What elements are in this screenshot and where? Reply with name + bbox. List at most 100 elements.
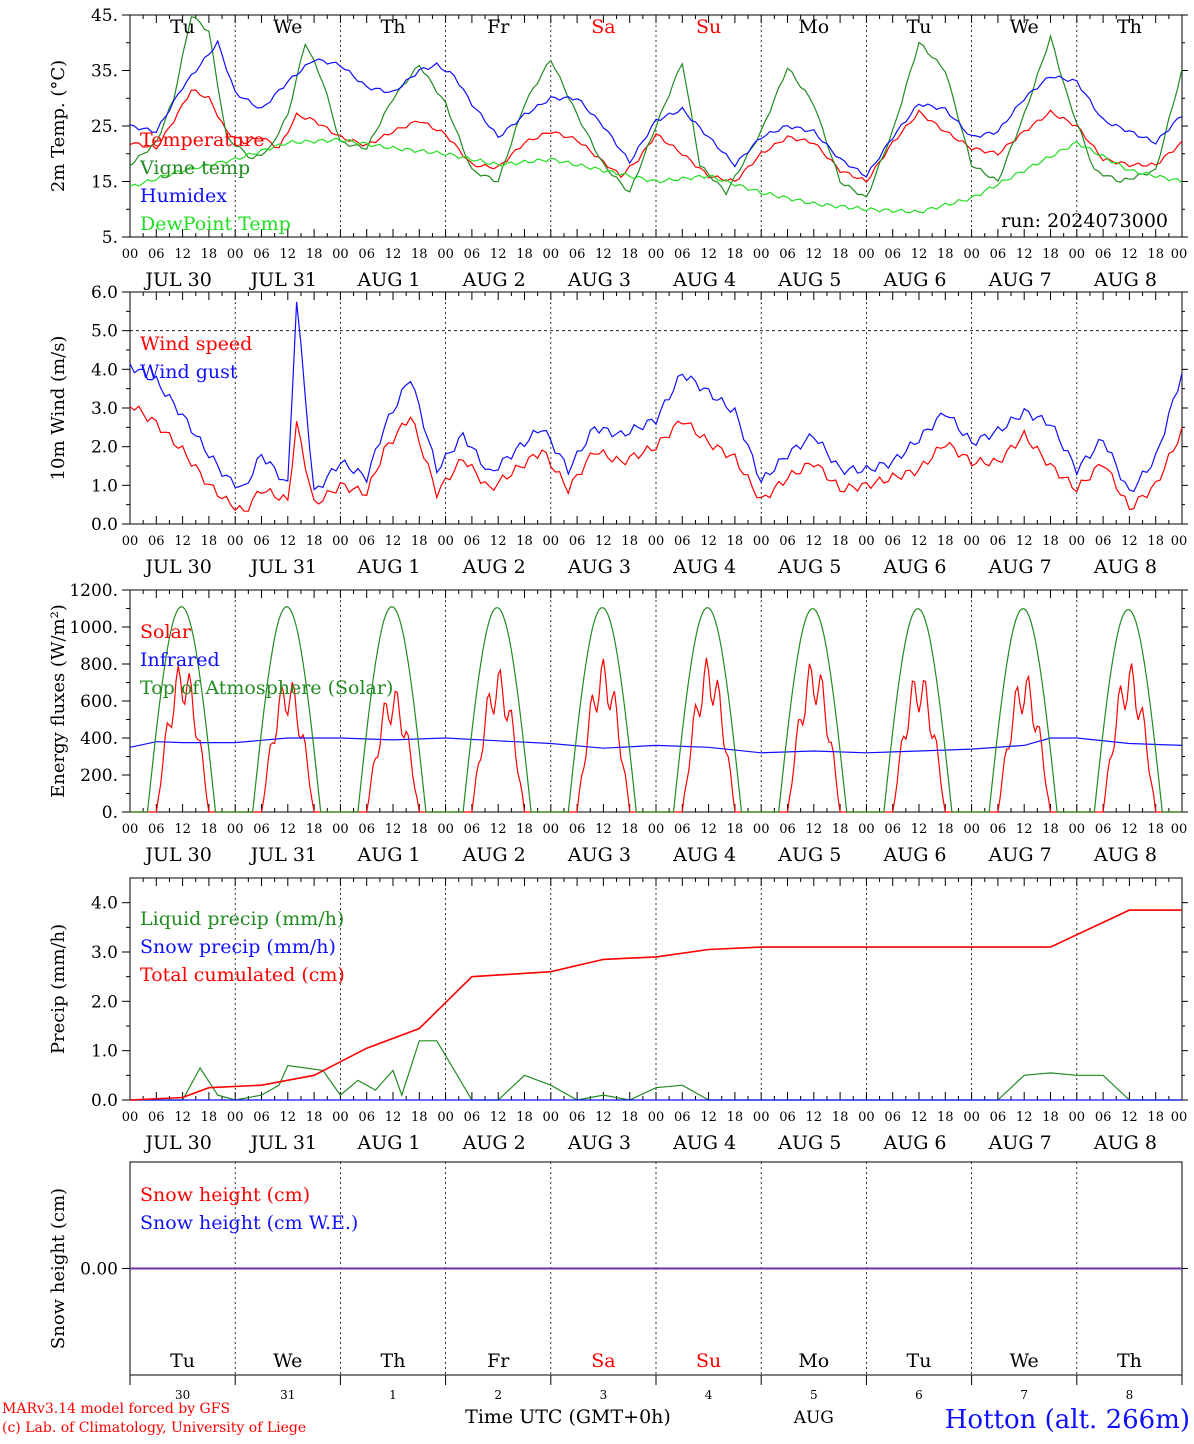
date-label: JUL 31 xyxy=(249,556,317,578)
y-tick-label: 45. xyxy=(91,6,118,26)
weekday-label: Tu xyxy=(170,16,195,38)
hour-tick-label: 00 xyxy=(963,822,980,837)
y-tick-label: 0. xyxy=(102,803,118,823)
y-tick-label: 3.0 xyxy=(91,943,118,963)
y-axis-label: 2m Temp. (°C) xyxy=(48,60,69,192)
date-label: JUL 30 xyxy=(143,269,211,291)
hour-tick-label: 00 xyxy=(543,1110,560,1125)
month-label: AUG xyxy=(793,1408,834,1428)
hour-tick-label: 12 xyxy=(280,534,297,549)
hour-tick-label: 12 xyxy=(1016,822,1033,837)
hour-tick-label: 00 xyxy=(227,1110,244,1125)
hour-tick-label: 12 xyxy=(1016,247,1033,262)
legend-entry-snow-precip-mm-h: Snow precip (mm/h) xyxy=(140,936,336,958)
y-tick-label: 4.0 xyxy=(91,360,118,380)
hour-tick-label: 18 xyxy=(1042,822,1059,837)
hour-tick-label: 00 xyxy=(1171,534,1188,549)
hour-tick-label: 06 xyxy=(253,247,270,262)
date-label: AUG 7 xyxy=(988,844,1052,866)
hour-tick-label: 18 xyxy=(516,1110,533,1125)
hour-tick-label: 00 xyxy=(332,534,349,549)
hour-tick-label: 06 xyxy=(884,534,901,549)
hour-tick-label: 06 xyxy=(674,247,691,262)
hour-tick-label: 12 xyxy=(174,247,191,262)
hour-tick-label: 06 xyxy=(779,534,796,549)
lab-credit: (c) Lab. of Climatology, University of L… xyxy=(2,1420,307,1436)
hour-tick-label: 18 xyxy=(1042,247,1059,262)
hour-tick-label: 18 xyxy=(516,534,533,549)
hour-tick-label: 18 xyxy=(1147,247,1164,262)
legend-entry-total-cumulated-cm: Total cumulated (cm) xyxy=(140,964,345,986)
hour-tick-label: 06 xyxy=(253,534,270,549)
weekday-label: Su xyxy=(696,1350,721,1372)
hour-tick-label: 06 xyxy=(464,822,481,837)
hour-tick-label: 12 xyxy=(280,247,297,262)
hour-tick-label: 12 xyxy=(911,247,928,262)
hour-tick-label: 00 xyxy=(1171,247,1188,262)
hour-tick-label: 12 xyxy=(806,247,823,262)
date-label: AUG 1 xyxy=(356,844,420,866)
hour-tick-label: 12 xyxy=(595,247,612,262)
hour-tick-label: 18 xyxy=(621,247,638,262)
date-label: AUG 3 xyxy=(567,844,631,866)
hour-tick-label: 18 xyxy=(1147,1110,1164,1125)
date-label: AUG 8 xyxy=(1093,269,1157,291)
hour-tick-label: 00 xyxy=(122,534,139,549)
hour-tick-label: 12 xyxy=(490,1110,507,1125)
hour-tick-label: 18 xyxy=(727,534,744,549)
date-label: JUL 31 xyxy=(249,1132,317,1154)
date-label: AUG 8 xyxy=(1093,556,1157,578)
hour-tick-label: 00 xyxy=(1069,247,1086,262)
hour-tick-label: 12 xyxy=(1121,1110,1138,1125)
date-label: AUG 7 xyxy=(988,556,1052,578)
hour-tick-label: 00 xyxy=(753,822,770,837)
hour-tick-label: 18 xyxy=(1147,822,1164,837)
hour-tick-label: 00 xyxy=(648,1110,665,1125)
hour-tick-label: 12 xyxy=(385,534,402,549)
hour-tick-label: 00 xyxy=(963,534,980,549)
hour-tick-label: 06 xyxy=(674,1110,691,1125)
legend-entry-snow-height-cm: Snow height (cm) xyxy=(140,1184,310,1206)
y-tick-label: 4.0 xyxy=(91,894,118,914)
hour-tick-label: 06 xyxy=(148,822,165,837)
hour-tick-label: 00 xyxy=(648,534,665,549)
hour-tick-label: 06 xyxy=(464,247,481,262)
hour-tick-label: 06 xyxy=(990,247,1007,262)
hour-tick-label: 06 xyxy=(779,247,796,262)
hour-tick-label: 00 xyxy=(1171,1110,1188,1125)
hour-tick-label: 18 xyxy=(727,822,744,837)
hour-tick-label: 12 xyxy=(385,822,402,837)
hour-tick-label: 18 xyxy=(832,534,849,549)
series-line-vigne-temp xyxy=(129,15,1183,198)
date-label: AUG 1 xyxy=(356,556,420,578)
y-tick-label: 1.0 xyxy=(91,1042,118,1062)
hour-tick-label: 00 xyxy=(227,822,244,837)
hour-tick-label: 18 xyxy=(201,822,218,837)
date-label: JUL 30 xyxy=(143,844,211,866)
hour-tick-label: 12 xyxy=(911,822,928,837)
series-line-total-cumulated-cm xyxy=(129,909,1182,1101)
date-label: AUG 3 xyxy=(567,556,631,578)
date-label: AUG 1 xyxy=(356,269,420,291)
day-number-label: 3 xyxy=(600,1388,608,1402)
hour-tick-label: 00 xyxy=(332,1110,349,1125)
day-number-label: 8 xyxy=(1126,1388,1134,1402)
hour-tick-label: 12 xyxy=(490,534,507,549)
date-label: AUG 4 xyxy=(672,556,736,578)
date-label: AUG 4 xyxy=(672,1132,736,1154)
hour-tick-label: 12 xyxy=(174,1110,191,1125)
legend-entry-snow-height-cm-w-e: Snow height (cm W.E.) xyxy=(140,1212,358,1234)
hour-tick-label: 06 xyxy=(884,247,901,262)
weekday-label: Th xyxy=(381,1350,406,1372)
hour-tick-label: 00 xyxy=(753,1110,770,1125)
y-tick-label: 15. xyxy=(91,173,118,193)
run-label: run: 2024073000 xyxy=(1001,210,1168,232)
date-label: AUG 6 xyxy=(882,1132,946,1154)
hour-tick-label: 12 xyxy=(595,1110,612,1125)
hour-tick-label: 12 xyxy=(700,1110,717,1125)
series-line-temperature xyxy=(129,89,1183,183)
legend-entry-infrared: Infrared xyxy=(140,649,220,671)
hour-tick-label: 06 xyxy=(990,1110,1007,1125)
hour-tick-label: 06 xyxy=(358,534,375,549)
hour-tick-label: 00 xyxy=(963,247,980,262)
